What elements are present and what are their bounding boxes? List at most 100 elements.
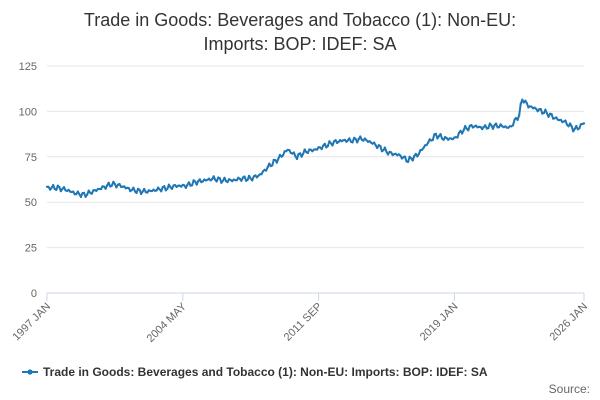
data-point[interactable] bbox=[416, 155, 419, 158]
data-point[interactable] bbox=[573, 127, 576, 131]
data-point[interactable] bbox=[195, 183, 198, 186]
data-point[interactable] bbox=[373, 141, 376, 144]
data-point[interactable] bbox=[79, 195, 82, 198]
data-point[interactable] bbox=[439, 133, 442, 136]
data-point[interactable] bbox=[400, 157, 403, 160]
data-point[interactable] bbox=[511, 124, 515, 127]
data-point[interactable] bbox=[194, 180, 197, 183]
data-point[interactable] bbox=[427, 141, 430, 144]
data-point[interactable] bbox=[166, 187, 169, 190]
data-point[interactable] bbox=[78, 193, 81, 196]
data-point[interactable] bbox=[527, 106, 530, 109]
data-point[interactable] bbox=[268, 162, 271, 165]
data-point[interactable] bbox=[265, 169, 268, 172]
data-point[interactable] bbox=[315, 148, 319, 151]
data-point[interactable] bbox=[351, 141, 354, 144]
data-point[interactable] bbox=[191, 184, 194, 187]
data-point[interactable] bbox=[326, 145, 329, 148]
data-point[interactable] bbox=[197, 180, 200, 183]
data-point[interactable] bbox=[280, 155, 283, 158]
legend[interactable]: Trade in Goods: Beverages and Tobacco (1… bbox=[22, 365, 488, 379]
data-point[interactable] bbox=[457, 131, 461, 134]
data-point[interactable] bbox=[110, 184, 113, 187]
data-point[interactable] bbox=[249, 177, 252, 180]
data-point[interactable] bbox=[75, 193, 78, 196]
data-point[interactable] bbox=[184, 186, 187, 189]
data-point[interactable] bbox=[461, 132, 464, 135]
data-point[interactable] bbox=[376, 146, 379, 150]
data-point[interactable] bbox=[118, 182, 121, 186]
data-point[interactable] bbox=[275, 161, 278, 164]
data-point[interactable] bbox=[542, 111, 546, 115]
data-point[interactable] bbox=[473, 125, 476, 128]
data-point[interactable] bbox=[354, 137, 357, 140]
data-point[interactable] bbox=[192, 179, 195, 182]
data-point[interactable] bbox=[559, 118, 563, 121]
data-point[interactable] bbox=[329, 142, 332, 145]
data-point[interactable] bbox=[555, 116, 558, 119]
data-point[interactable] bbox=[570, 125, 573, 128]
data-point[interactable] bbox=[488, 122, 491, 125]
data-point[interactable] bbox=[501, 125, 504, 128]
data-point[interactable] bbox=[58, 185, 61, 189]
data-point[interactable] bbox=[576, 128, 579, 131]
data-point[interactable] bbox=[397, 153, 400, 156]
data-point[interactable] bbox=[50, 186, 53, 189]
data-point[interactable] bbox=[237, 176, 240, 179]
data-point[interactable] bbox=[295, 157, 299, 161]
data-point[interactable] bbox=[462, 129, 465, 132]
data-point[interactable] bbox=[215, 180, 218, 183]
data-point[interactable] bbox=[132, 186, 135, 189]
data-point[interactable] bbox=[382, 149, 385, 152]
data-point[interactable] bbox=[394, 152, 397, 155]
data-point[interactable] bbox=[47, 185, 50, 188]
data-point[interactable] bbox=[261, 170, 265, 173]
data-point[interactable] bbox=[464, 125, 467, 128]
data-point[interactable] bbox=[558, 119, 561, 122]
data-point[interactable] bbox=[359, 135, 362, 138]
data-point[interactable] bbox=[363, 137, 366, 140]
data-point[interactable] bbox=[411, 159, 414, 162]
data-point[interactable] bbox=[491, 127, 495, 130]
data-point[interactable] bbox=[508, 125, 511, 128]
data-point[interactable] bbox=[292, 151, 295, 154]
data-point[interactable] bbox=[198, 178, 201, 181]
data-point[interactable] bbox=[104, 187, 107, 190]
data-point[interactable] bbox=[320, 148, 323, 151]
data-point[interactable] bbox=[482, 125, 485, 129]
data-point[interactable] bbox=[303, 148, 306, 151]
data-point[interactable] bbox=[130, 188, 133, 192]
data-point[interactable] bbox=[575, 125, 578, 128]
data-point[interactable] bbox=[440, 137, 444, 140]
data-point[interactable] bbox=[229, 178, 232, 182]
data-point[interactable] bbox=[474, 124, 478, 127]
data-point[interactable] bbox=[248, 174, 251, 177]
data-point[interactable] bbox=[169, 186, 172, 189]
data-point[interactable] bbox=[422, 146, 425, 150]
data-point[interactable] bbox=[238, 177, 241, 180]
data-point[interactable] bbox=[274, 159, 277, 162]
data-point[interactable] bbox=[545, 112, 549, 115]
data-point[interactable] bbox=[562, 120, 566, 123]
data-point[interactable] bbox=[294, 155, 297, 158]
data-point[interactable] bbox=[260, 173, 263, 176]
data-point[interactable] bbox=[311, 150, 314, 153]
data-point[interactable] bbox=[146, 191, 149, 194]
data-point[interactable] bbox=[138, 188, 141, 191]
data-point[interactable] bbox=[255, 176, 258, 179]
data-point[interactable] bbox=[536, 110, 539, 113]
data-point[interactable] bbox=[308, 148, 311, 151]
data-point[interactable] bbox=[572, 130, 575, 133]
data-point[interactable] bbox=[365, 139, 368, 142]
data-point[interactable] bbox=[436, 137, 439, 140]
data-point[interactable] bbox=[368, 140, 371, 143]
data-point[interactable] bbox=[414, 152, 417, 155]
data-point[interactable] bbox=[220, 181, 223, 184]
data-point[interactable] bbox=[174, 184, 177, 187]
data-point[interactable] bbox=[332, 140, 336, 143]
data-point[interactable] bbox=[399, 154, 402, 157]
data-point[interactable] bbox=[530, 105, 533, 108]
data-point[interactable] bbox=[319, 146, 322, 149]
data-point[interactable] bbox=[66, 189, 69, 193]
data-point[interactable] bbox=[135, 191, 138, 195]
